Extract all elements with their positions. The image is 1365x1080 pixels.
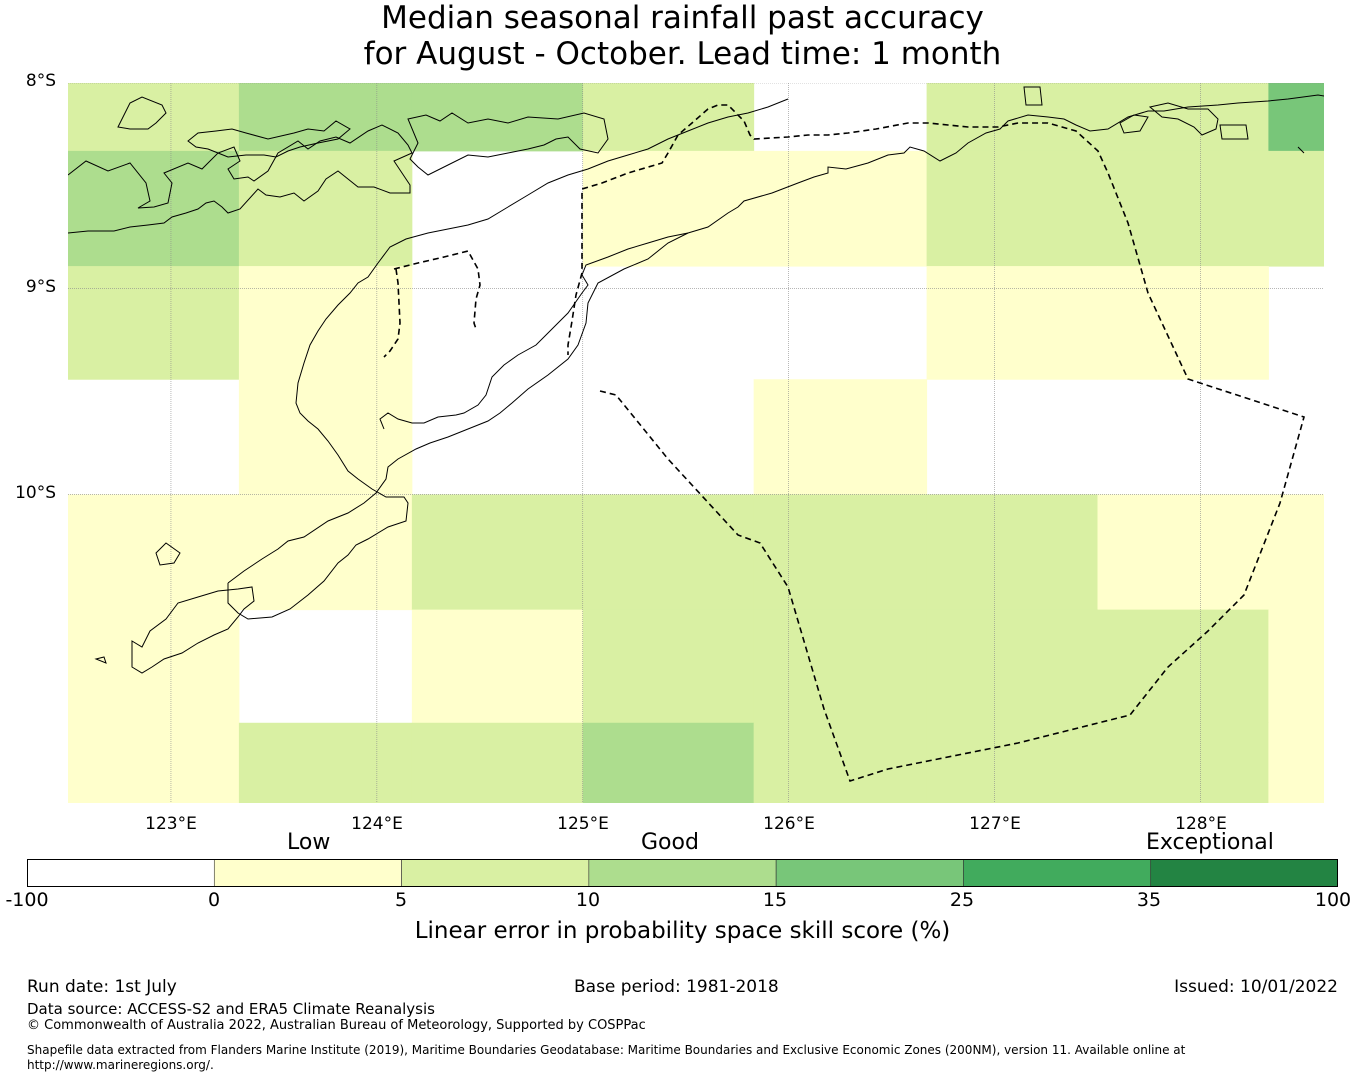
colorbar-segment (401, 859, 590, 887)
skill-map-canvas (68, 83, 1324, 803)
colorbar-category-exceptional: Exceptional (1146, 830, 1274, 855)
skill-cell (753, 150, 928, 267)
colorbar-tick-5: 5 (394, 889, 408, 911)
copyright: © Commonwealth of Australia 2022, Austra… (27, 1018, 646, 1033)
coastline-flores-alor (68, 124, 413, 234)
coastline-outlines (68, 86, 1324, 674)
skill-cell (411, 722, 584, 803)
skill-cell (1097, 83, 1269, 152)
colorbar-segment (588, 859, 777, 887)
colorbar-tick-0: 0 (207, 889, 221, 911)
graticule-lines (68, 83, 1324, 803)
skill-cell (1097, 150, 1269, 267)
skill-cell (68, 150, 240, 267)
skill-cell (1097, 266, 1269, 380)
chart-title-line-1: Median seasonal rainfall past accuracy (381, 0, 984, 36)
colorbar-tick-25: 25 (949, 889, 975, 911)
skill-cell (1097, 609, 1269, 724)
colorbar-canvas (27, 859, 1338, 887)
shapefile-credit-line-1: Shapefile data extracted from Flanders M… (27, 1043, 1186, 1057)
coastline-rote-savu (94, 542, 255, 674)
lon-label-125e: 125°E (557, 814, 609, 834)
skill-cell (238, 150, 413, 267)
colorbar-frame (27, 859, 1338, 887)
skill-cell (582, 722, 755, 803)
lat-label-10s: 10°S (15, 483, 56, 503)
skill-cell (411, 609, 584, 724)
skill-cell (68, 722, 240, 803)
colorbar-tick-35: 35 (1136, 889, 1162, 911)
coastline-timor (379, 94, 1324, 430)
skill-cell (238, 494, 413, 611)
colorbar-category-low: Low (287, 830, 331, 855)
skill-cell (753, 379, 928, 495)
skill-cell (68, 494, 240, 611)
skill-cell (1268, 150, 1324, 267)
data-source: Data source: ACCESS-S2 and ERA5 Climate … (27, 1000, 435, 1018)
colorbar-segment (213, 859, 402, 887)
colorbar-tick-10: 10 (575, 889, 601, 911)
skill-cell (238, 266, 413, 380)
skill-cell (582, 150, 755, 267)
run-date: Run date: 1st July (27, 977, 177, 997)
colorbar-tick-15: 15 (762, 889, 788, 911)
skill-cell (68, 83, 240, 152)
skill-cell (1097, 494, 1269, 611)
lon-label-124e: 124°E (351, 814, 403, 834)
skill-cell (238, 379, 413, 495)
colorbar-segment (775, 859, 964, 887)
skill-cell (582, 494, 755, 611)
skill-cell (926, 494, 1099, 611)
skill-cell (68, 266, 240, 380)
issued-date: Issued: 10/01/2022 (1174, 977, 1338, 997)
base-period: Base period: 1981-2018 (574, 977, 779, 997)
colorbar-tick-100: 100 (1314, 889, 1352, 911)
skill-cell (926, 83, 1099, 152)
skill-grid-cells (68, 83, 1324, 803)
skill-cell (1268, 83, 1324, 152)
lon-label-123e: 123°E (145, 814, 197, 834)
skill-cell (411, 494, 584, 611)
eez-boundary-oecusse-west (383, 268, 401, 358)
skill-cell (1268, 494, 1324, 611)
coastline-north-islands (117, 96, 609, 176)
lon-label-127e: 127°E (969, 814, 1021, 834)
lat-label-8s: 8°S (25, 71, 56, 91)
colorbar-category-good: Good (641, 830, 699, 855)
coastline-timor-south (227, 232, 689, 584)
skill-cell (582, 609, 755, 724)
skill-cell (926, 722, 1099, 803)
colorbar (27, 859, 1338, 887)
colorbar-title: Linear error in probability space skill … (414, 918, 951, 944)
skill-cell (1268, 609, 1324, 724)
coastline-timor-west (227, 98, 789, 620)
colorbar-tick-neg100: -100 (5, 889, 49, 911)
skill-cell (753, 609, 928, 724)
chart-title-line-2: for August - October. Lead time: 1 month (363, 36, 1002, 72)
colorbar-segment (1150, 859, 1338, 887)
colorbar-segment (963, 859, 1152, 887)
skill-cell (926, 266, 1099, 380)
skill-map (68, 83, 1324, 803)
coastline-east-islands (1023, 86, 1305, 154)
skill-cell (753, 722, 928, 803)
eez-boundary-timor-leste (567, 104, 1305, 782)
lon-label-126e: 126°E (763, 814, 815, 834)
colorbar-segment (27, 859, 215, 887)
skill-cell (926, 609, 1099, 724)
lat-label-9s: 9°S (25, 277, 56, 297)
shapefile-credit-line-2: http://www.marineregions.org/. (27, 1058, 214, 1072)
skill-cell (1097, 722, 1269, 803)
skill-cell (411, 83, 584, 152)
skill-cell (753, 494, 928, 611)
skill-cell (582, 83, 755, 152)
skill-cell (1268, 722, 1324, 803)
eez-boundaries (383, 104, 1305, 782)
skill-cell (238, 722, 413, 803)
skill-cell (926, 150, 1099, 267)
lon-label-128e: 128°E (1175, 814, 1227, 834)
eez-boundary-oecusse (393, 250, 481, 330)
